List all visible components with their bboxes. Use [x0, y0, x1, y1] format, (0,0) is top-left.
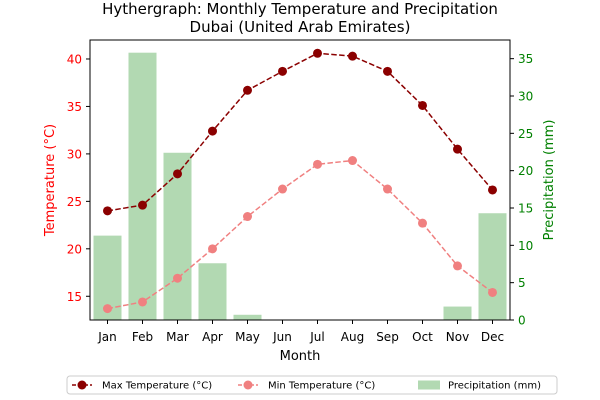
precipitation-bar-apr [198, 263, 227, 320]
y-left-tick-label: 15 [67, 290, 82, 304]
max-temp-point-oct [418, 100, 427, 110]
temperature-lines [103, 48, 497, 314]
y-right-tick-label: 25 [518, 127, 533, 141]
legend-min-temp-label: Min Temperature (°C) [268, 381, 375, 392]
y-left-tick-label: 40 [67, 52, 82, 66]
min-temp-point-sep [383, 184, 392, 194]
legend-max-temp-label: Max Temperature (°C) [102, 381, 212, 392]
x-tick-label: Sep [376, 330, 399, 344]
min-temp-point-oct [418, 218, 427, 228]
min-temp-point-feb [138, 297, 147, 307]
y-axis-right-label: Precipitation (mm) [542, 120, 557, 241]
y-right-tick-label: 0 [518, 314, 526, 328]
legend-precipitation-swatch [418, 380, 440, 390]
max-temp-point-may [243, 85, 252, 95]
min-temp-point-dec [488, 287, 497, 297]
min-temp-point-aug [348, 156, 357, 166]
legend: Max Temperature (°C) Min Temperature (°C)… [66, 375, 558, 395]
max-temp-point-mar [173, 169, 182, 179]
x-tick-label: Jan [97, 330, 117, 344]
min-temp-point-jul [313, 159, 322, 169]
legend-max-temp-swatch-marker [77, 380, 87, 390]
y-left-tick-label: 35 [67, 100, 82, 114]
max-temp-line [107, 52, 494, 212]
min-temp-point-mar [173, 273, 182, 283]
x-tick-label: Nov [446, 330, 469, 344]
y-right-tick-label: 15 [518, 202, 533, 216]
max-temp-point-jan [103, 206, 112, 216]
y-left-tick-label: 20 [67, 242, 82, 256]
y-right-tick-label: 20 [518, 164, 533, 178]
y-left-tick-label: 25 [67, 195, 82, 209]
precipitation-bar-nov [443, 306, 472, 320]
min-temp-line [107, 159, 493, 310]
chart-title-line2: Dubai (United Arab Emirates) [190, 18, 411, 36]
axes: 15 20 25 30 35 40 0 5 10 15 20 25 30 35 Jan Feb Mar Apr Ma… [67, 39, 533, 344]
min-temp-point-may [243, 212, 252, 222]
x-tick-label: Mar [166, 330, 189, 344]
y-left-tick-label: 30 [67, 147, 82, 161]
y-right-tick-label: 5 [518, 276, 526, 290]
x-tick-label: Oct [412, 330, 433, 344]
plot-frame [89, 39, 511, 321]
min-temp-point-apr [208, 244, 217, 254]
precipitation-bar-feb [128, 52, 157, 321]
max-temp-point-aug [348, 51, 357, 61]
max-temp-point-nov [453, 144, 462, 154]
max-temp-point-feb [138, 200, 147, 210]
legend-min-temp-swatch-marker [243, 380, 253, 390]
y-right-tick-label: 30 [518, 90, 533, 104]
precipitation-bars [93, 52, 507, 321]
chart-title-line1: Hythergraph: Monthly Temperature and Pre… [102, 0, 498, 18]
x-tick-label: Jul [309, 330, 324, 344]
x-tick-label: May [235, 330, 260, 344]
min-temp-point-nov [453, 261, 462, 271]
x-tick-label: Feb [132, 330, 153, 344]
precipitation-bar-dec [478, 213, 507, 320]
precipitation-bar-mar [163, 152, 192, 320]
max-temp-point-jul [313, 48, 322, 58]
y-axis-left-label: Temperature (°C) [43, 124, 58, 237]
x-tick-label: Aug [341, 330, 364, 344]
min-temp-point-jun [278, 184, 287, 194]
x-tick-label: Apr [202, 330, 223, 344]
max-temp-point-jun [278, 66, 287, 76]
y-right-tick-label: 10 [518, 239, 533, 253]
min-temp-point-jan [103, 304, 112, 314]
x-tick-label: Jun [272, 330, 292, 344]
max-temp-point-dec [488, 185, 497, 195]
x-axis-label: Month [280, 349, 321, 364]
x-tick-label: Dec [481, 330, 504, 344]
precipitation-bar-may [233, 314, 262, 320]
y-right-tick-label: 35 [518, 52, 533, 66]
legend-precipitation-label: Precipitation (mm) [448, 381, 541, 392]
max-temp-point-sep [383, 66, 392, 76]
max-temp-point-apr [208, 126, 217, 136]
